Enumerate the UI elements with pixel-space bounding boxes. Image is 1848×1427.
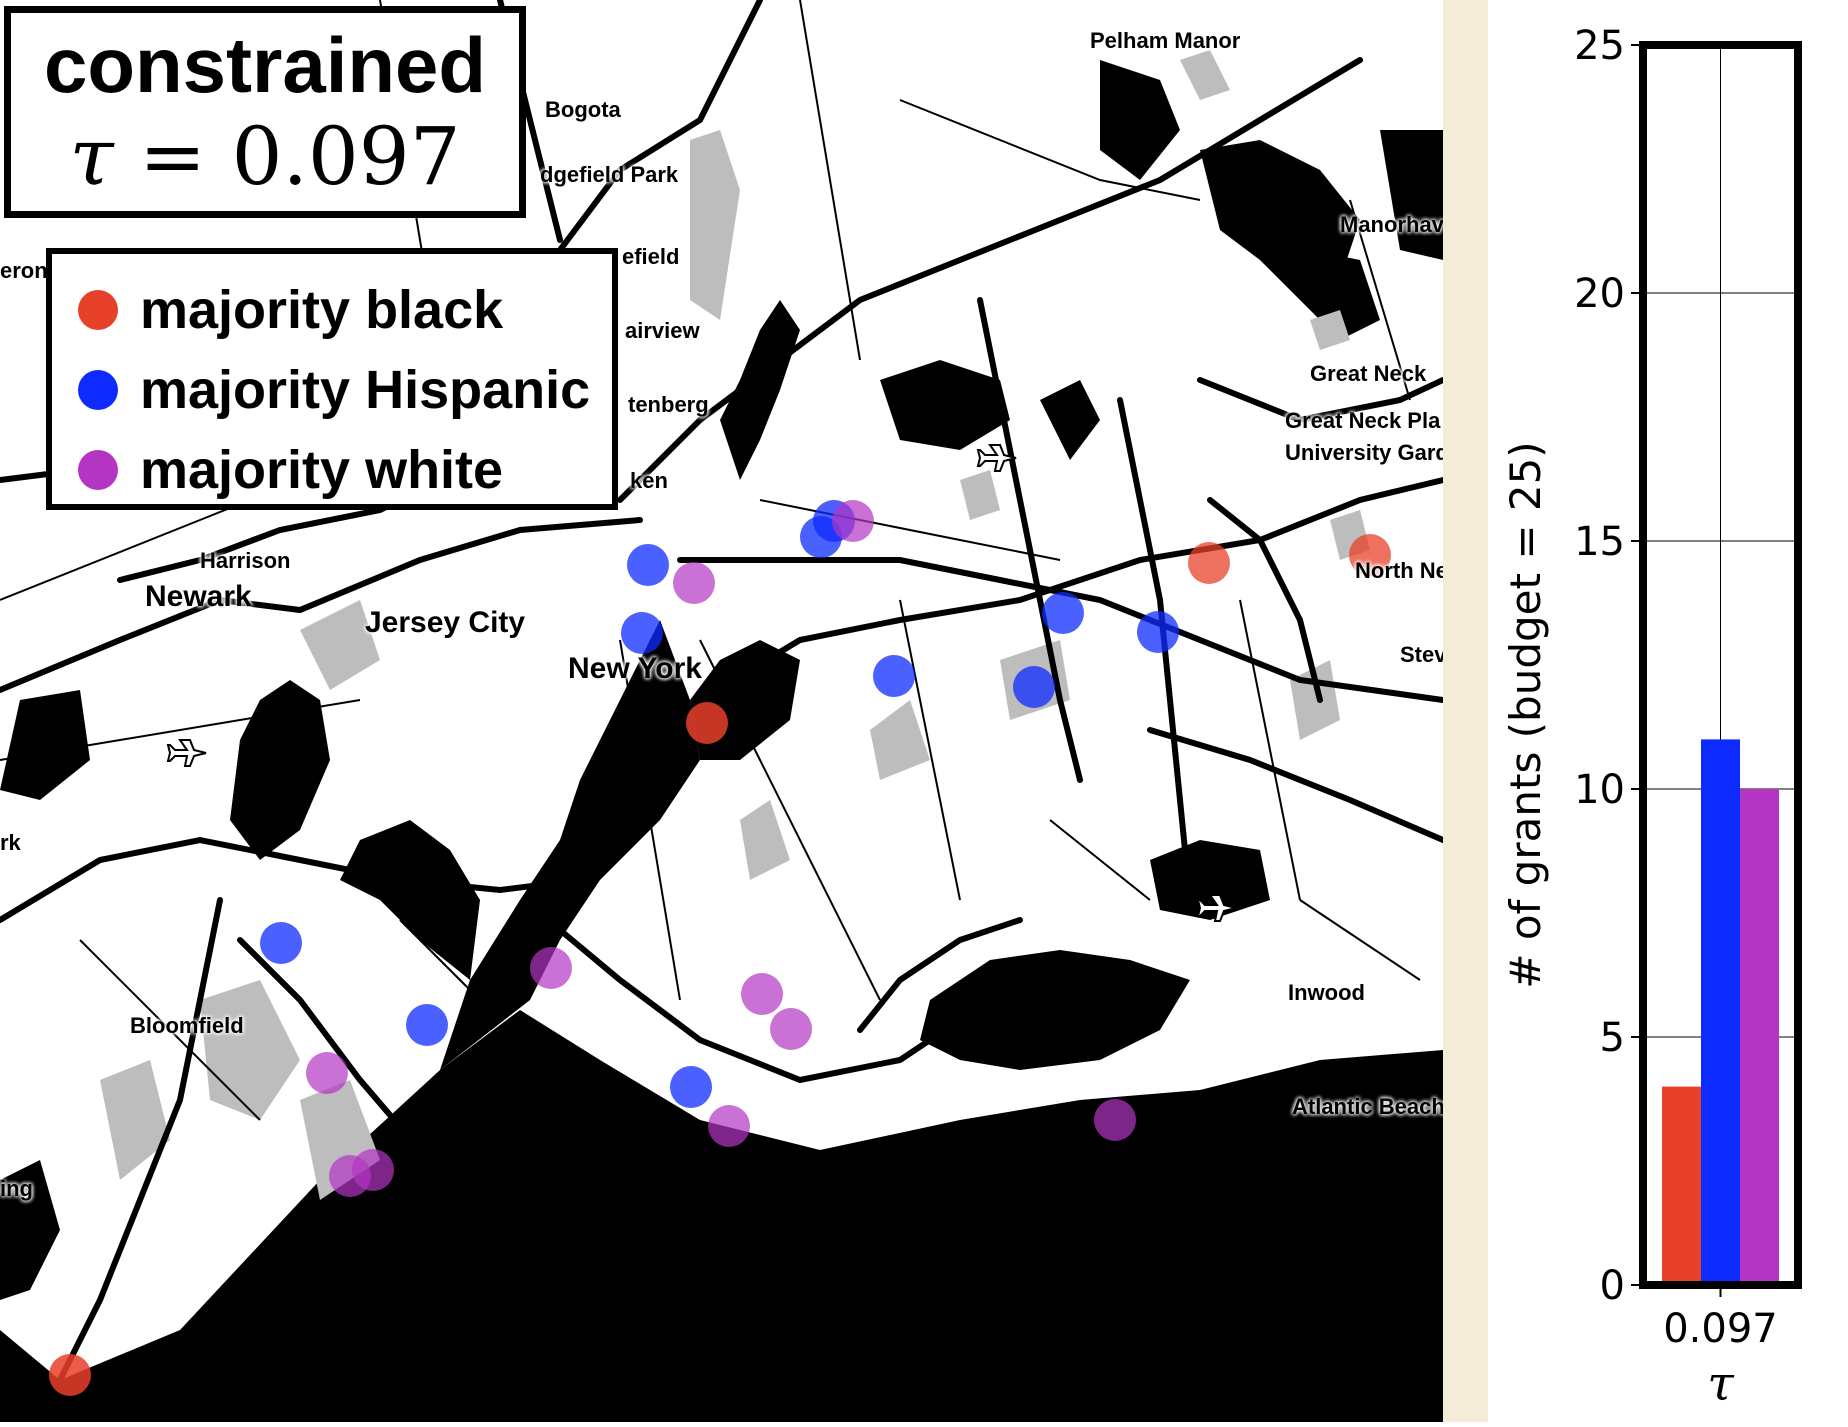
legend-item-hispanic: majority Hispanic xyxy=(78,350,612,430)
grant-marker-hispanic xyxy=(1013,666,1055,708)
place-label: efield xyxy=(622,244,680,269)
grant-marker-white xyxy=(832,500,874,542)
bar-majority-black xyxy=(1662,1086,1701,1285)
legend-item-black: majority black xyxy=(78,270,612,350)
place-label: airview xyxy=(625,318,700,343)
grant-marker-hispanic xyxy=(627,544,669,586)
place-label: Great Neck Pla xyxy=(1285,408,1441,433)
legend-dot-black xyxy=(78,290,118,330)
place-label: ing xyxy=(0,1176,33,1201)
place-label: tenberg xyxy=(628,392,709,417)
y-tick-label: 20 xyxy=(1574,271,1625,317)
place-label: Bogota xyxy=(545,97,621,122)
bar-majority-hispanic xyxy=(1701,739,1740,1285)
tau-value: τ = 0.097 xyxy=(11,109,519,205)
place-label: Manorhav xyxy=(1340,212,1443,237)
place-label: University Gard xyxy=(1285,440,1443,465)
grant-marker-white xyxy=(306,1052,348,1094)
park-areas xyxy=(100,50,1370,1200)
place-label: Newark xyxy=(145,580,252,613)
grant-marker-white xyxy=(708,1105,750,1147)
legend-label-hispanic: majority Hispanic xyxy=(140,360,591,420)
grant-marker-hispanic xyxy=(406,1004,448,1046)
grant-marker-white xyxy=(741,973,783,1015)
map-base xyxy=(0,0,1443,1422)
x-axis-label: τ xyxy=(1707,1356,1735,1412)
tau-symbol: τ xyxy=(69,110,114,203)
y-tick-label: 0 xyxy=(1600,1263,1625,1309)
legend-item-white: majority white xyxy=(78,430,612,510)
legend-label-black: majority black xyxy=(140,280,504,340)
place-label: Pelham Manor xyxy=(1090,28,1241,53)
legend-label-white: majority white xyxy=(140,440,504,500)
legend-dot-hispanic xyxy=(78,370,118,410)
y-tick-label: 10 xyxy=(1574,767,1625,813)
map-title: constrained xyxy=(43,21,487,109)
map-panel: Pelham Manor Bogota dgefield Park efield… xyxy=(0,0,1443,1422)
y-axis-label: # of grants (budget = 25) xyxy=(1501,441,1550,988)
airport-icon xyxy=(1196,894,1237,922)
grant-marker-black xyxy=(686,702,728,744)
bar-majority-white xyxy=(1740,789,1779,1285)
place-label: Harrison xyxy=(200,548,291,573)
grant-marker-white xyxy=(352,1149,394,1191)
airport-icon xyxy=(976,444,1017,472)
grant-marker-hispanic xyxy=(1137,611,1179,653)
place-label: ken xyxy=(630,468,668,493)
y-tick-label: 15 xyxy=(1574,519,1625,565)
place-label: New York xyxy=(568,652,702,685)
place-label: Stev xyxy=(1400,642,1443,667)
place-label: eron xyxy=(0,258,48,283)
grant-markers xyxy=(49,500,1391,1396)
grant-count-chart: 0 5 10 15 20 25 0.097 τ # of grants (budget = 25… xyxy=(1488,0,1848,1422)
grant-marker-black xyxy=(1188,542,1230,584)
grant-marker-black xyxy=(49,1354,91,1396)
grant-marker-black xyxy=(1349,534,1391,576)
grant-marker-hispanic xyxy=(670,1066,712,1108)
place-label: Great Neck xyxy=(1310,361,1427,386)
airport-icons xyxy=(166,444,1237,922)
y-tick-label: 5 xyxy=(1600,1015,1625,1061)
grant-marker-white xyxy=(1094,1099,1136,1141)
place-label: dgefield Park xyxy=(540,162,679,187)
place-label: Atlantic Beach xyxy=(1292,1094,1443,1119)
place-label: rk xyxy=(0,830,21,855)
place-label: Bloomfield xyxy=(130,1013,244,1038)
place-label: Jersey City xyxy=(365,606,526,639)
grant-marker-hispanic xyxy=(621,612,663,654)
legend-dot-white xyxy=(78,450,118,490)
grant-marker-white xyxy=(673,562,715,604)
x-tick-label: 0.097 xyxy=(1663,1306,1778,1352)
grant-marker-hispanic xyxy=(873,655,915,697)
place-label: North Ne xyxy=(1355,558,1443,583)
grant-marker-white xyxy=(530,947,572,989)
airport-icon xyxy=(166,739,207,767)
map-legend: majority black majority Hispanic majorit… xyxy=(46,248,618,510)
divider-strip xyxy=(1443,0,1488,1422)
grant-marker-hispanic xyxy=(260,922,302,964)
tau-equation: = 0.097 xyxy=(113,110,461,203)
water-areas xyxy=(0,60,1443,1422)
map-title-box: constrained τ = 0.097 xyxy=(4,6,526,218)
grant-marker-hispanic xyxy=(1042,592,1084,634)
grant-marker-white xyxy=(770,1008,812,1050)
y-tick-label: 25 xyxy=(1574,23,1625,69)
place-label: Inwood xyxy=(1288,980,1365,1005)
